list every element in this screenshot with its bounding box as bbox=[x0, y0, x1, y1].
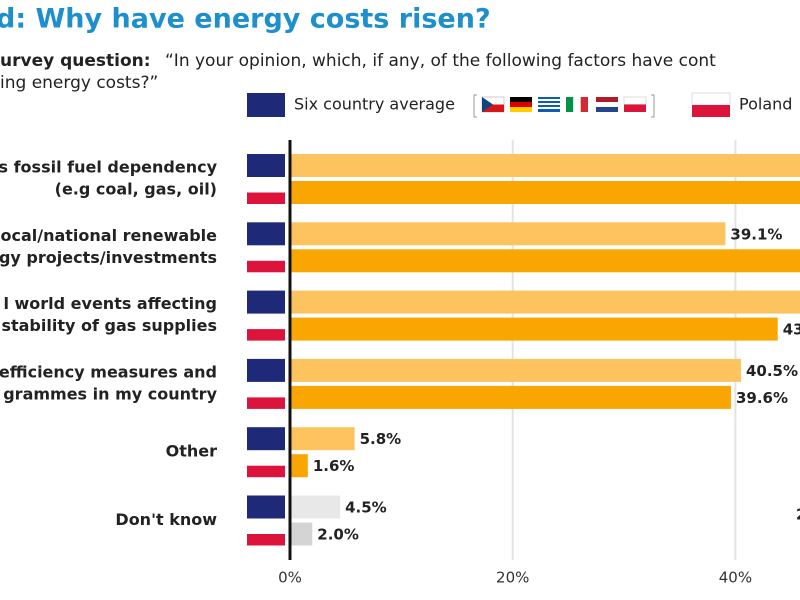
value-label: 4.5% bbox=[345, 499, 387, 517]
category-label: (e.g coal, gas, oil) bbox=[55, 180, 217, 199]
legend-swatch bbox=[691, 92, 731, 106]
x-tick-label: 0% bbox=[278, 569, 302, 587]
category-label: stability of gas supplies bbox=[1, 316, 217, 335]
bar bbox=[290, 454, 308, 478]
bar bbox=[290, 290, 800, 314]
flag-icon bbox=[247, 222, 285, 246]
category-label: Other bbox=[166, 442, 217, 461]
legend-swatch bbox=[692, 105, 730, 117]
legend-flags bbox=[481, 96, 647, 113]
category-label: s fossil fuel dependency bbox=[0, 158, 218, 177]
x-tick-label: 20% bbox=[496, 569, 529, 587]
category-label: grammes in my country bbox=[3, 384, 217, 403]
subtitle-bold: urvey question: bbox=[0, 51, 151, 71]
flag-icon bbox=[247, 427, 285, 451]
flag-icon bbox=[247, 454, 285, 466]
x-tick-label: 40% bbox=[719, 569, 752, 587]
flag-icon bbox=[247, 154, 285, 177]
annotation: 2 bbox=[796, 506, 800, 524]
value-label: 39.6% bbox=[736, 389, 788, 407]
category-label: efficiency measures and bbox=[0, 362, 217, 381]
legend-label: Six country average bbox=[294, 95, 455, 114]
subtitle: ing energy costs?” bbox=[0, 73, 158, 93]
flag-icon bbox=[247, 249, 285, 261]
bar bbox=[290, 222, 726, 246]
value-label: 43 bbox=[783, 321, 800, 339]
flag-icon bbox=[247, 317, 285, 330]
flag-icon bbox=[247, 534, 285, 546]
bar bbox=[290, 358, 741, 382]
flag-icon bbox=[247, 181, 285, 193]
category-label: l world events affecting bbox=[3, 294, 217, 313]
flag-icon bbox=[247, 260, 285, 273]
legend-label: Poland bbox=[739, 95, 792, 114]
chart-title: d: Why have energy costs risen? bbox=[0, 4, 491, 35]
legend-swatch bbox=[247, 93, 285, 117]
flag-icon bbox=[247, 192, 285, 204]
category-label: gy projects/investments bbox=[0, 248, 217, 267]
bar bbox=[290, 154, 800, 177]
flag-icon bbox=[247, 465, 285, 478]
flag-icon bbox=[247, 495, 285, 519]
bar bbox=[290, 522, 313, 546]
bar bbox=[290, 385, 731, 409]
bar bbox=[290, 495, 341, 519]
flag-icon bbox=[247, 358, 285, 382]
value-label: 2.0% bbox=[317, 526, 359, 544]
flag-icon bbox=[247, 290, 285, 314]
value-label: 5.8% bbox=[360, 430, 402, 448]
category-label: ocal/national renewable bbox=[0, 226, 217, 245]
flag-icon bbox=[247, 397, 285, 409]
legend-bracket bbox=[473, 94, 655, 118]
bar bbox=[290, 249, 800, 273]
value-label: 40.5% bbox=[746, 362, 798, 380]
flag-icon bbox=[247, 522, 285, 534]
subtitle: “In your opinion, which, if any, of the … bbox=[165, 51, 716, 71]
bar bbox=[290, 317, 778, 341]
category-label: Don't know bbox=[115, 510, 217, 529]
value-label: 39.1% bbox=[730, 225, 782, 243]
value-label: 1.6% bbox=[313, 457, 355, 475]
bar bbox=[290, 181, 800, 204]
flag-icon bbox=[247, 329, 285, 341]
legend: Six country average Poland bbox=[247, 92, 792, 118]
bar bbox=[290, 427, 355, 451]
flag-icon bbox=[247, 385, 285, 398]
